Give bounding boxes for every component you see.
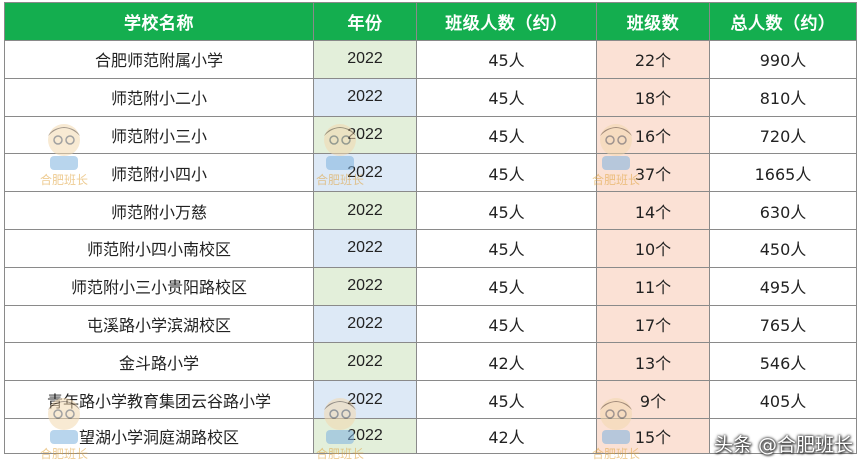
table-row: 师范附小三小贵阳路校区 2022 45人 11个 495人 [4,266,857,306]
cell-school-name[interactable]: 师范附小万慈 [4,191,314,230]
cell-class-count[interactable]: 37个 [596,153,710,193]
cell-total[interactable]: 630人 [709,191,857,230]
cell-class-size[interactable]: 45人 [416,153,597,193]
table-row: 师范附小二小 2022 45人 18个 810人 [4,77,857,117]
table-row: 金斗路小学 2022 42人 13个 546人 [4,342,857,382]
cell-class-count[interactable]: 9个 [596,380,710,419]
cell-total[interactable]: 405人 [709,380,857,419]
cell-class-size[interactable]: 42人 [416,342,597,382]
credit-overlay: 头条 @合肥班长 [713,434,853,456]
cell-school-name[interactable]: 望湖小学洞庭湖路校区 [4,417,314,454]
cell-total[interactable]: 990人 [709,40,857,79]
cell-total[interactable]: 720人 [709,115,857,155]
cell-class-count[interactable]: 14个 [596,191,710,230]
cell-class-size[interactable]: 45人 [416,40,597,79]
cell-class-size[interactable]: 45人 [416,115,597,155]
cell-year[interactable]: 2022 [313,115,417,155]
cell-year[interactable]: 2022 [313,342,417,382]
cell-total[interactable]: 495人 [709,266,857,306]
cell-total[interactable]: 765人 [709,304,857,344]
cell-class-size[interactable]: 45人 [416,77,597,117]
header-school-name[interactable]: 学校名称 [4,2,314,41]
header-class-count[interactable]: 班级数 [596,2,710,41]
cell-year[interactable]: 2022 [313,40,417,79]
cell-year[interactable]: 2022 [313,304,417,344]
table-row: 师范附小万慈 2022 45人 14个 630人 [4,191,857,230]
table-row: 合肥师范附属小学 2022 45人 22个 990人 [4,40,857,79]
cell-class-count[interactable]: 13个 [596,342,710,382]
cell-class-size[interactable]: 45人 [416,304,597,344]
cell-year[interactable]: 2022 [313,77,417,117]
cell-class-size[interactable]: 45人 [416,266,597,306]
cell-class-count[interactable]: 16个 [596,115,710,155]
cell-school-name[interactable]: 师范附小三小 [4,115,314,155]
cell-school-name[interactable]: 师范附小四小南校区 [4,228,314,268]
cell-year[interactable]: 2022 [313,153,417,193]
cell-class-size[interactable]: 45人 [416,380,597,419]
cell-class-count[interactable]: 10个 [596,228,710,268]
table-row: 青年路小学教育集团云谷路小学 2022 45人 9个 405人 [4,380,857,419]
school-table: 学校名称 年份 班级人数（约） 班级数 总人数（约） 合肥师范附属小学 2022… [4,2,857,454]
header-year[interactable]: 年份 [313,2,417,41]
cell-year[interactable]: 2022 [313,417,417,454]
cell-school-name[interactable]: 师范附小三小贵阳路校区 [4,266,314,306]
cell-class-count[interactable]: 18个 [596,77,710,117]
cell-class-count[interactable]: 15个 [596,417,710,454]
cell-class-count[interactable]: 22个 [596,40,710,79]
cell-total[interactable]: 450人 [709,228,857,268]
cell-total[interactable]: 546人 [709,342,857,382]
cell-class-count[interactable]: 11个 [596,266,710,306]
cell-school-name[interactable]: 屯溪路小学滨湖校区 [4,304,314,344]
header-row: 学校名称 年份 班级人数（约） 班级数 总人数（约） [4,2,857,41]
table-row: 师范附小四小 2022 45人 37个 1665人 [4,153,857,193]
cell-total[interactable]: 810人 [709,77,857,117]
cell-year[interactable]: 2022 [313,228,417,268]
cell-school-name[interactable]: 合肥师范附属小学 [4,40,314,79]
cell-class-count[interactable]: 17个 [596,304,710,344]
cell-school-name[interactable]: 青年路小学教育集团云谷路小学 [4,380,314,419]
header-class-size[interactable]: 班级人数（约） [416,2,597,41]
cell-school-name[interactable]: 师范附小二小 [4,77,314,117]
cell-year[interactable]: 2022 [313,266,417,306]
cell-year[interactable]: 2022 [313,380,417,419]
cell-class-size[interactable]: 45人 [416,191,597,230]
table-row: 屯溪路小学滨湖校区 2022 45人 17个 765人 [4,304,857,344]
cell-school-name[interactable]: 金斗路小学 [4,342,314,382]
table-row: 师范附小四小南校区 2022 45人 10个 450人 [4,228,857,268]
cell-total[interactable] [709,417,857,454]
table-row: 师范附小三小 2022 45人 16个 720人 [4,115,857,155]
cell-total[interactable]: 1665人 [709,153,857,193]
header-total[interactable]: 总人数（约） [709,2,857,41]
cell-year[interactable]: 2022 [313,191,417,230]
cell-school-name[interactable]: 师范附小四小 [4,153,314,193]
cell-class-size[interactable]: 42人 [416,417,597,454]
cell-class-size[interactable]: 45人 [416,228,597,268]
